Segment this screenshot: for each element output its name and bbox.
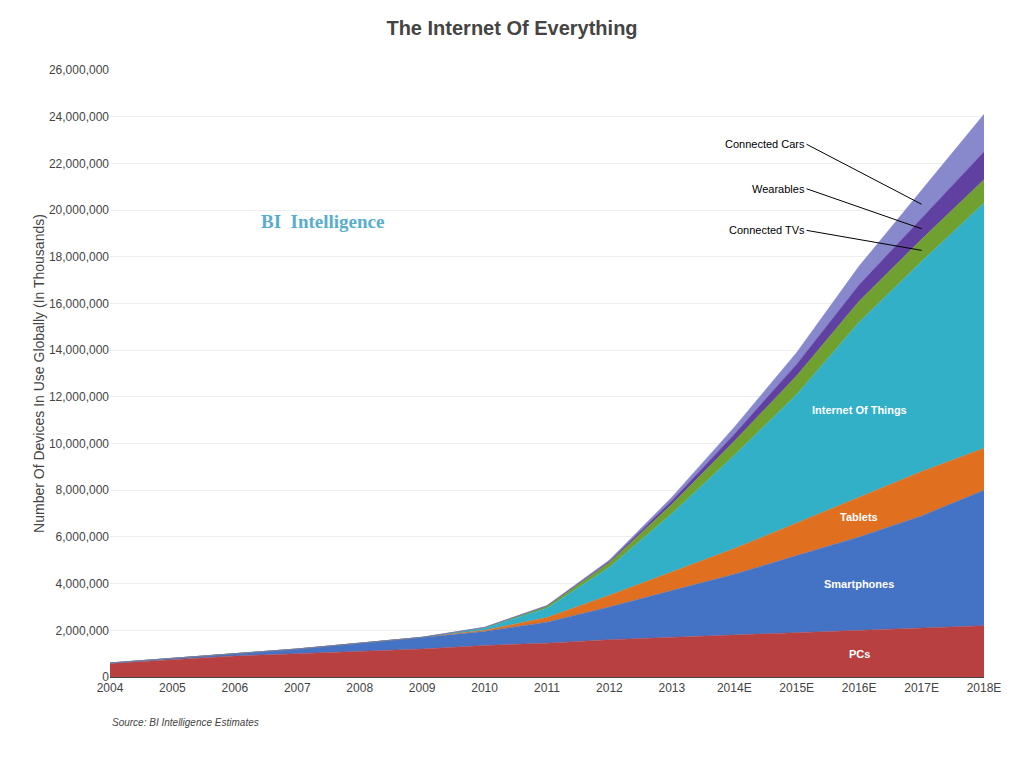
svg-text:Connected TVs: Connected TVs [729,224,805,236]
svg-text:Tablets: Tablets [840,511,878,523]
svg-text:Internet Of Things: Internet Of Things [812,404,907,416]
svg-text:26,000,000: 26,000,000 [49,63,109,77]
svg-text:12,000,000: 12,000,000 [49,390,109,404]
svg-text:6,000,000: 6,000,000 [56,530,110,544]
svg-text:2015E: 2015E [779,681,814,695]
svg-text:BI Intelligence: BI Intelligence [261,211,385,232]
svg-text:14,000,000: 14,000,000 [49,343,109,357]
svg-text:18,000,000: 18,000,000 [49,250,109,264]
svg-text:2011: 2011 [534,681,560,695]
svg-text:16,000,000: 16,000,000 [49,297,109,311]
svg-text:2004: 2004 [97,681,124,695]
svg-text:20,000,000: 20,000,000 [49,203,109,217]
svg-text:2012: 2012 [596,681,623,695]
svg-text:2014E: 2014E [717,681,752,695]
svg-text:2007: 2007 [284,681,311,695]
svg-text:2010: 2010 [471,681,498,695]
svg-text:Source: BI Intelligence Estima: Source: BI Intelligence Estimates [112,717,259,728]
svg-text:22,000,000: 22,000,000 [49,157,109,171]
svg-text:4,000,000: 4,000,000 [56,577,110,591]
svg-text:24,000,000: 24,000,000 [49,110,109,124]
svg-text:The Internet Of Everything: The Internet Of Everything [386,17,637,39]
svg-text:2018E: 2018E [967,681,1002,695]
svg-text:10,000,000: 10,000,000 [49,437,109,451]
svg-text:2008: 2008 [346,681,373,695]
svg-text:2005: 2005 [159,681,186,695]
svg-text:Smartphones: Smartphones [824,578,894,590]
svg-text:Wearables: Wearables [752,183,805,195]
svg-text:2,000,000: 2,000,000 [56,624,110,638]
svg-text:2013: 2013 [659,681,686,695]
svg-text:Number Of Devices In Use Globa: Number Of Devices In Use Globally (In Th… [31,214,47,533]
svg-text:2016E: 2016E [842,681,877,695]
svg-text:2009: 2009 [409,681,436,695]
svg-text:0: 0 [102,670,109,684]
svg-text:Connected Cars: Connected Cars [725,138,805,150]
svg-text:8,000,000: 8,000,000 [56,483,110,497]
svg-text:2006: 2006 [222,681,249,695]
svg-text:PCs: PCs [849,648,870,660]
svg-text:2017E: 2017E [904,681,939,695]
